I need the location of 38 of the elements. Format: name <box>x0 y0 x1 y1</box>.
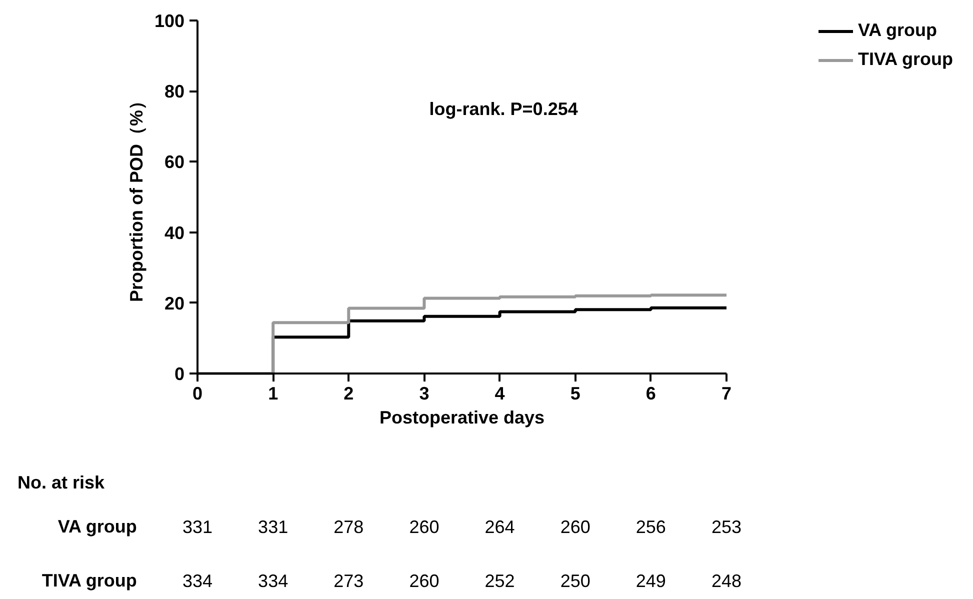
text: 253 <box>711 517 742 537</box>
x-tick-label: 5 <box>570 384 580 404</box>
text: 256 <box>636 517 666 537</box>
text: 264 <box>484 517 515 537</box>
text: No. at risk <box>18 472 106 492</box>
x-tick-label: 2 <box>344 384 354 404</box>
text: 249 <box>636 571 666 591</box>
legend-label: TIVA group <box>858 49 953 70</box>
legend-label: VA group <box>858 20 938 41</box>
text: 278 <box>334 517 364 537</box>
x-tick-label: 0 <box>192 384 203 404</box>
text: 260 <box>409 571 440 591</box>
text: 250 <box>560 571 590 591</box>
text: 334 <box>182 571 213 591</box>
text: 252 <box>484 571 515 591</box>
text: 260 <box>560 517 590 537</box>
text: 273 <box>334 571 364 591</box>
y-axis-title: Proportion of POD（%） <box>126 92 146 302</box>
text: 260 <box>409 517 440 537</box>
y-tick-label: 40 <box>164 222 185 243</box>
text: 334 <box>258 571 288 591</box>
x-tick-label: 3 <box>419 384 430 404</box>
annotation: log-rank. P=0.254 <box>429 98 578 119</box>
y-tick-label: 80 <box>164 82 185 102</box>
y-tick-label: 0 <box>174 364 185 384</box>
y-tick-label: 60 <box>164 152 185 172</box>
x-tick-label: 4 <box>494 384 505 404</box>
x-tick-label: 6 <box>646 384 656 404</box>
text: 331 <box>258 517 288 537</box>
y-tick-label: 100 <box>154 11 185 31</box>
text: 248 <box>711 571 742 591</box>
x-tick-label: 1 <box>268 384 278 404</box>
text: VA group <box>58 516 137 536</box>
text: 331 <box>182 517 213 537</box>
x-axis-title: Postoperative days <box>379 408 545 428</box>
text: TIVA group <box>42 570 137 590</box>
x-tick-label: 7 <box>721 384 732 404</box>
y-tick-label: 20 <box>164 293 185 314</box>
